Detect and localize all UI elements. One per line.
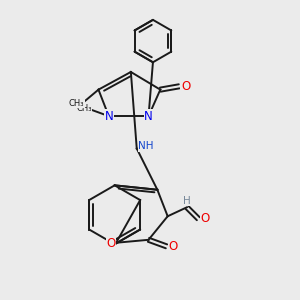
Text: N: N [104, 110, 113, 123]
Text: O: O [181, 80, 190, 93]
Text: O: O [200, 212, 209, 225]
Text: NH: NH [138, 141, 154, 151]
Text: CH₃: CH₃ [69, 99, 84, 108]
Text: O: O [106, 237, 116, 250]
Text: N: N [144, 110, 153, 123]
Text: CH₃: CH₃ [76, 104, 92, 113]
Text: O: O [168, 240, 178, 253]
Text: H: H [183, 196, 191, 206]
